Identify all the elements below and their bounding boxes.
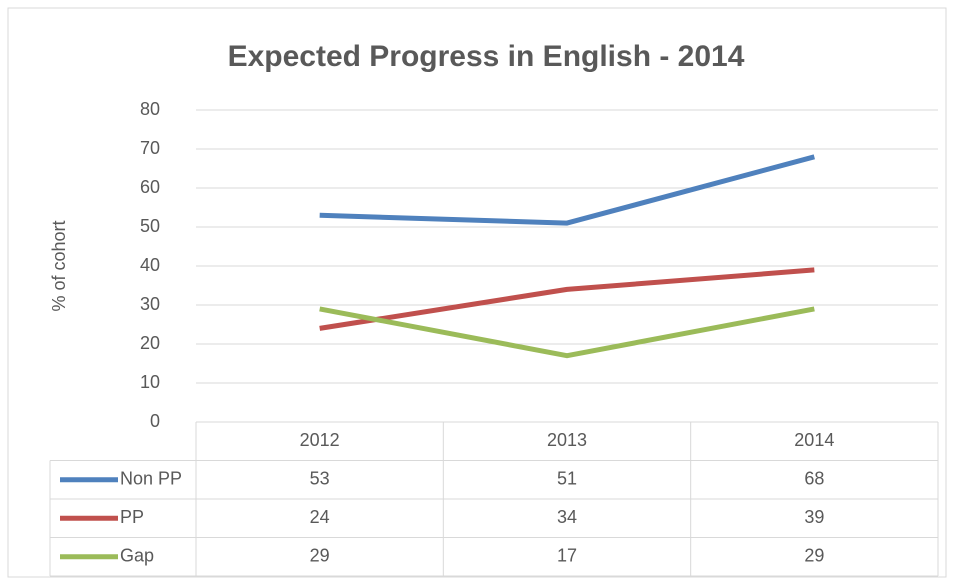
legend-label: Gap — [120, 546, 154, 566]
chart-border — [7, 7, 947, 578]
legend-label: PP — [120, 507, 144, 527]
x-tick-label: 2013 — [547, 430, 587, 450]
y-tick-label: 0 — [150, 411, 160, 431]
line — [319, 154, 815, 226]
x-tick-label: 2014 — [794, 430, 834, 450]
table-value: 39 — [804, 507, 824, 527]
y-tick-label: 50 — [140, 216, 160, 236]
y-tick-label: 80 — [140, 99, 160, 119]
y-tick-label: 20 — [140, 333, 160, 353]
y-tick-label: 60 — [140, 177, 160, 197]
line — [319, 267, 815, 331]
y-tick-label: 40 — [140, 255, 160, 275]
y-tick-label: 70 — [140, 138, 160, 158]
table-value: 51 — [557, 469, 577, 489]
table-value: 17 — [557, 546, 577, 566]
legend-label: Non PP — [120, 469, 182, 489]
table-value: 29 — [310, 546, 330, 566]
table-value: 29 — [804, 546, 824, 566]
table-value: 34 — [557, 507, 577, 527]
y-tick-label: 10 — [140, 372, 160, 392]
table-value: 53 — [310, 469, 330, 489]
line — [319, 306, 815, 359]
table-value: 24 — [310, 507, 330, 527]
table-value: 68 — [804, 469, 824, 489]
x-tick-label: 2012 — [300, 430, 340, 450]
y-tick-label: 30 — [140, 294, 160, 314]
y-axis-label: % of cohort — [49, 220, 69, 311]
chart-title: Expected Progress in English - 2014 — [228, 40, 745, 73]
